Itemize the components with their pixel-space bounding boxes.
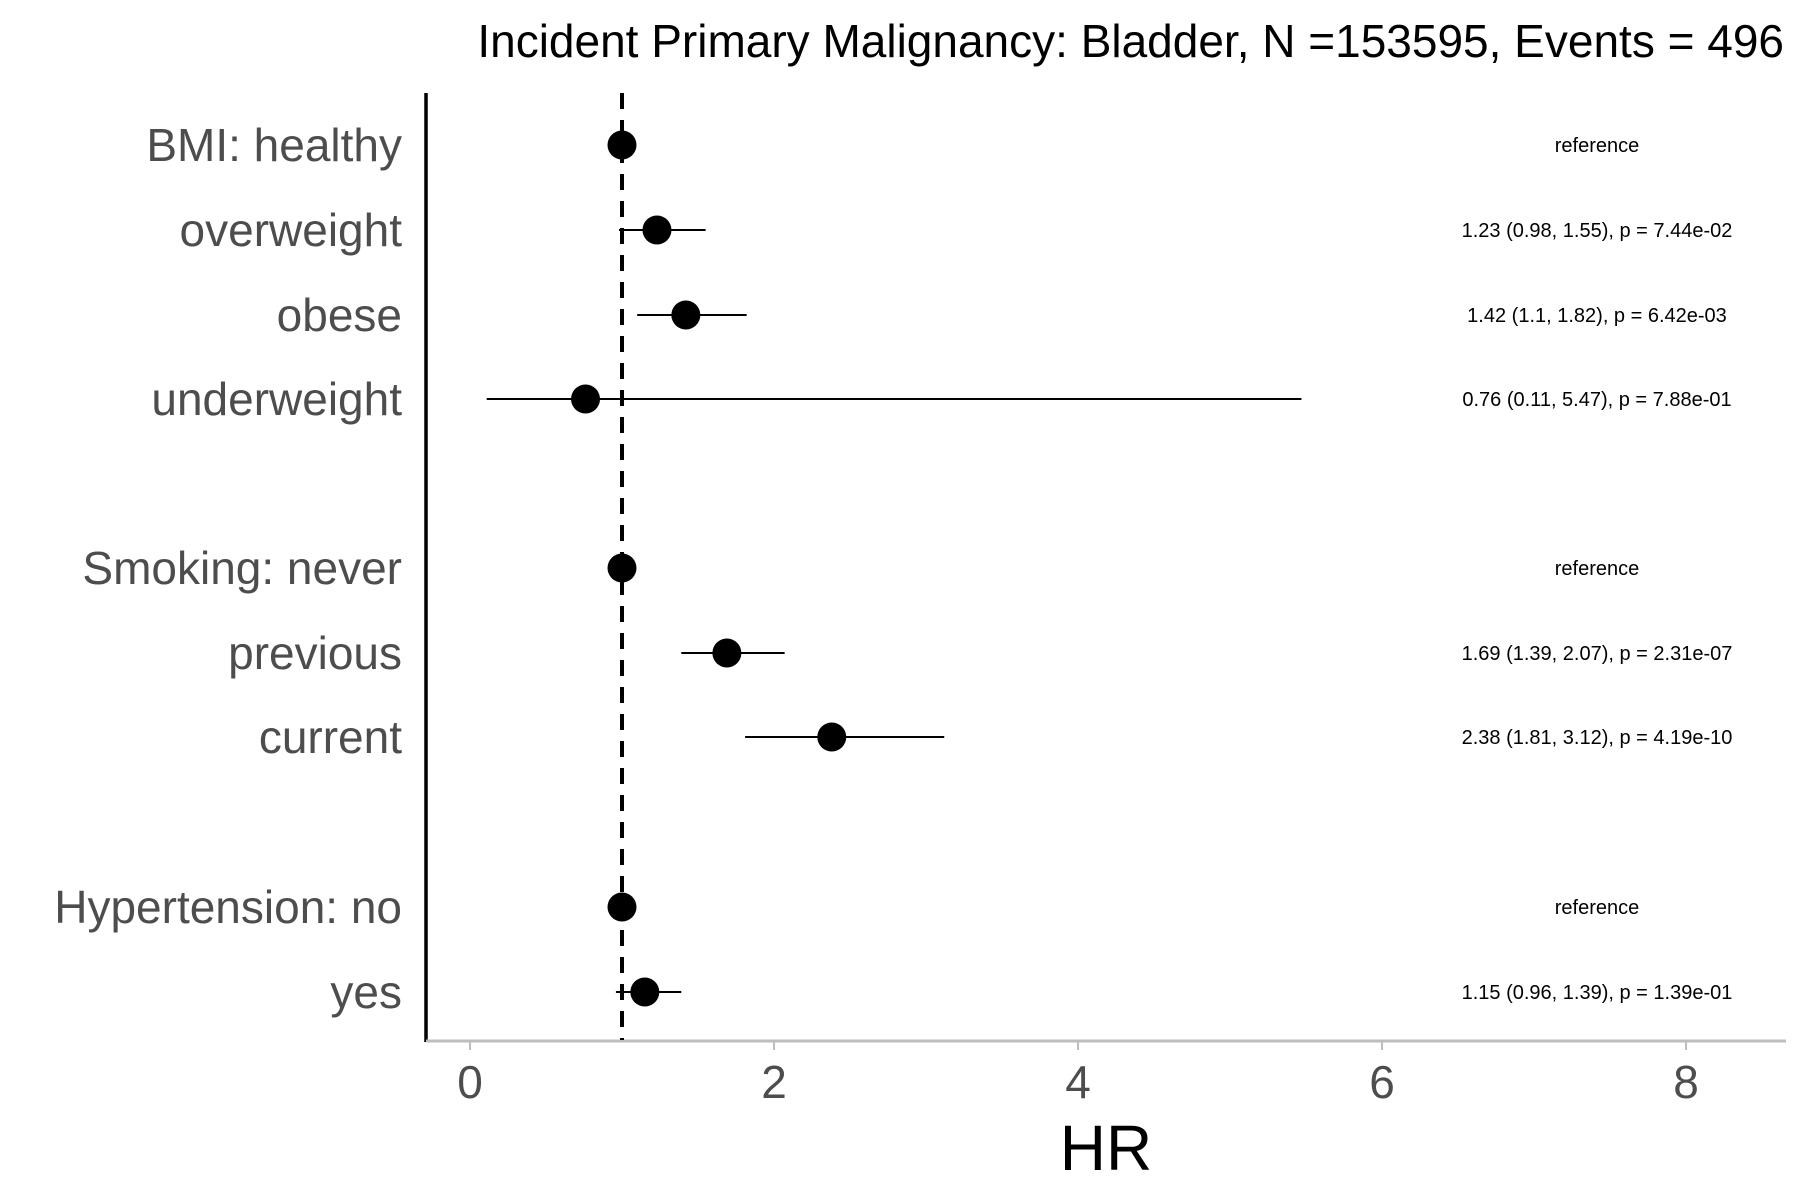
hr-annotation: 1.69 (1.39, 2.07), p = 2.31e-07	[1462, 643, 1733, 665]
row-label: BMI: healthy	[146, 119, 402, 171]
x-axis-title: HR	[1060, 1112, 1152, 1184]
hr-annotation: 2.38 (1.81, 3.12), p = 4.19e-10	[1462, 727, 1733, 749]
chart-title: Incident Primary Malignancy: Bladder, N …	[477, 15, 1784, 67]
x-ticks: 0 2 4 6 8	[457, 1041, 1699, 1108]
hr-annotation: 0.76 (0.11, 5.47), p = 7.88e-01	[1462, 389, 1731, 411]
hr-annotation: reference	[1555, 897, 1640, 919]
hr-annotation: 1.23 (0.98, 1.55), p = 7.44e-02	[1462, 220, 1733, 242]
hr-point	[630, 977, 660, 1007]
hr-annotation: 1.15 (0.96, 1.39), p = 1.39e-01	[1462, 982, 1733, 1004]
x-tick-label: 8	[1673, 1056, 1699, 1108]
x-tick-label: 4	[1065, 1056, 1091, 1108]
row-label: previous	[228, 627, 402, 679]
hr-point	[607, 553, 637, 583]
x-tick-label: 6	[1369, 1056, 1395, 1108]
row-label: current	[259, 711, 402, 763]
hr-annotation: reference	[1555, 558, 1640, 580]
hr-annotation: 1.42 (1.1, 1.82), p = 6.42e-03	[1467, 305, 1727, 327]
hr-annotation: reference	[1555, 135, 1640, 157]
row-label: Hypertension: no	[54, 881, 402, 933]
row-label: overweight	[180, 204, 403, 256]
x-tick-label: 2	[761, 1056, 787, 1108]
points-layer	[571, 130, 847, 1007]
hr-point	[712, 638, 742, 668]
row-label: obese	[277, 289, 402, 341]
hr-point	[642, 215, 672, 245]
rows-layer: BMI: healthy reference overweight 1.23 (0.9…	[54, 119, 1732, 1018]
row-label: Smoking: never	[82, 542, 402, 594]
hr-point	[607, 130, 637, 160]
hr-point	[571, 384, 601, 414]
row-label: yes	[330, 966, 402, 1018]
hr-point	[671, 300, 701, 330]
hr-point	[817, 722, 847, 752]
row-label: underweight	[151, 373, 402, 425]
x-tick-label: 0	[457, 1056, 483, 1108]
hr-point	[607, 892, 637, 922]
